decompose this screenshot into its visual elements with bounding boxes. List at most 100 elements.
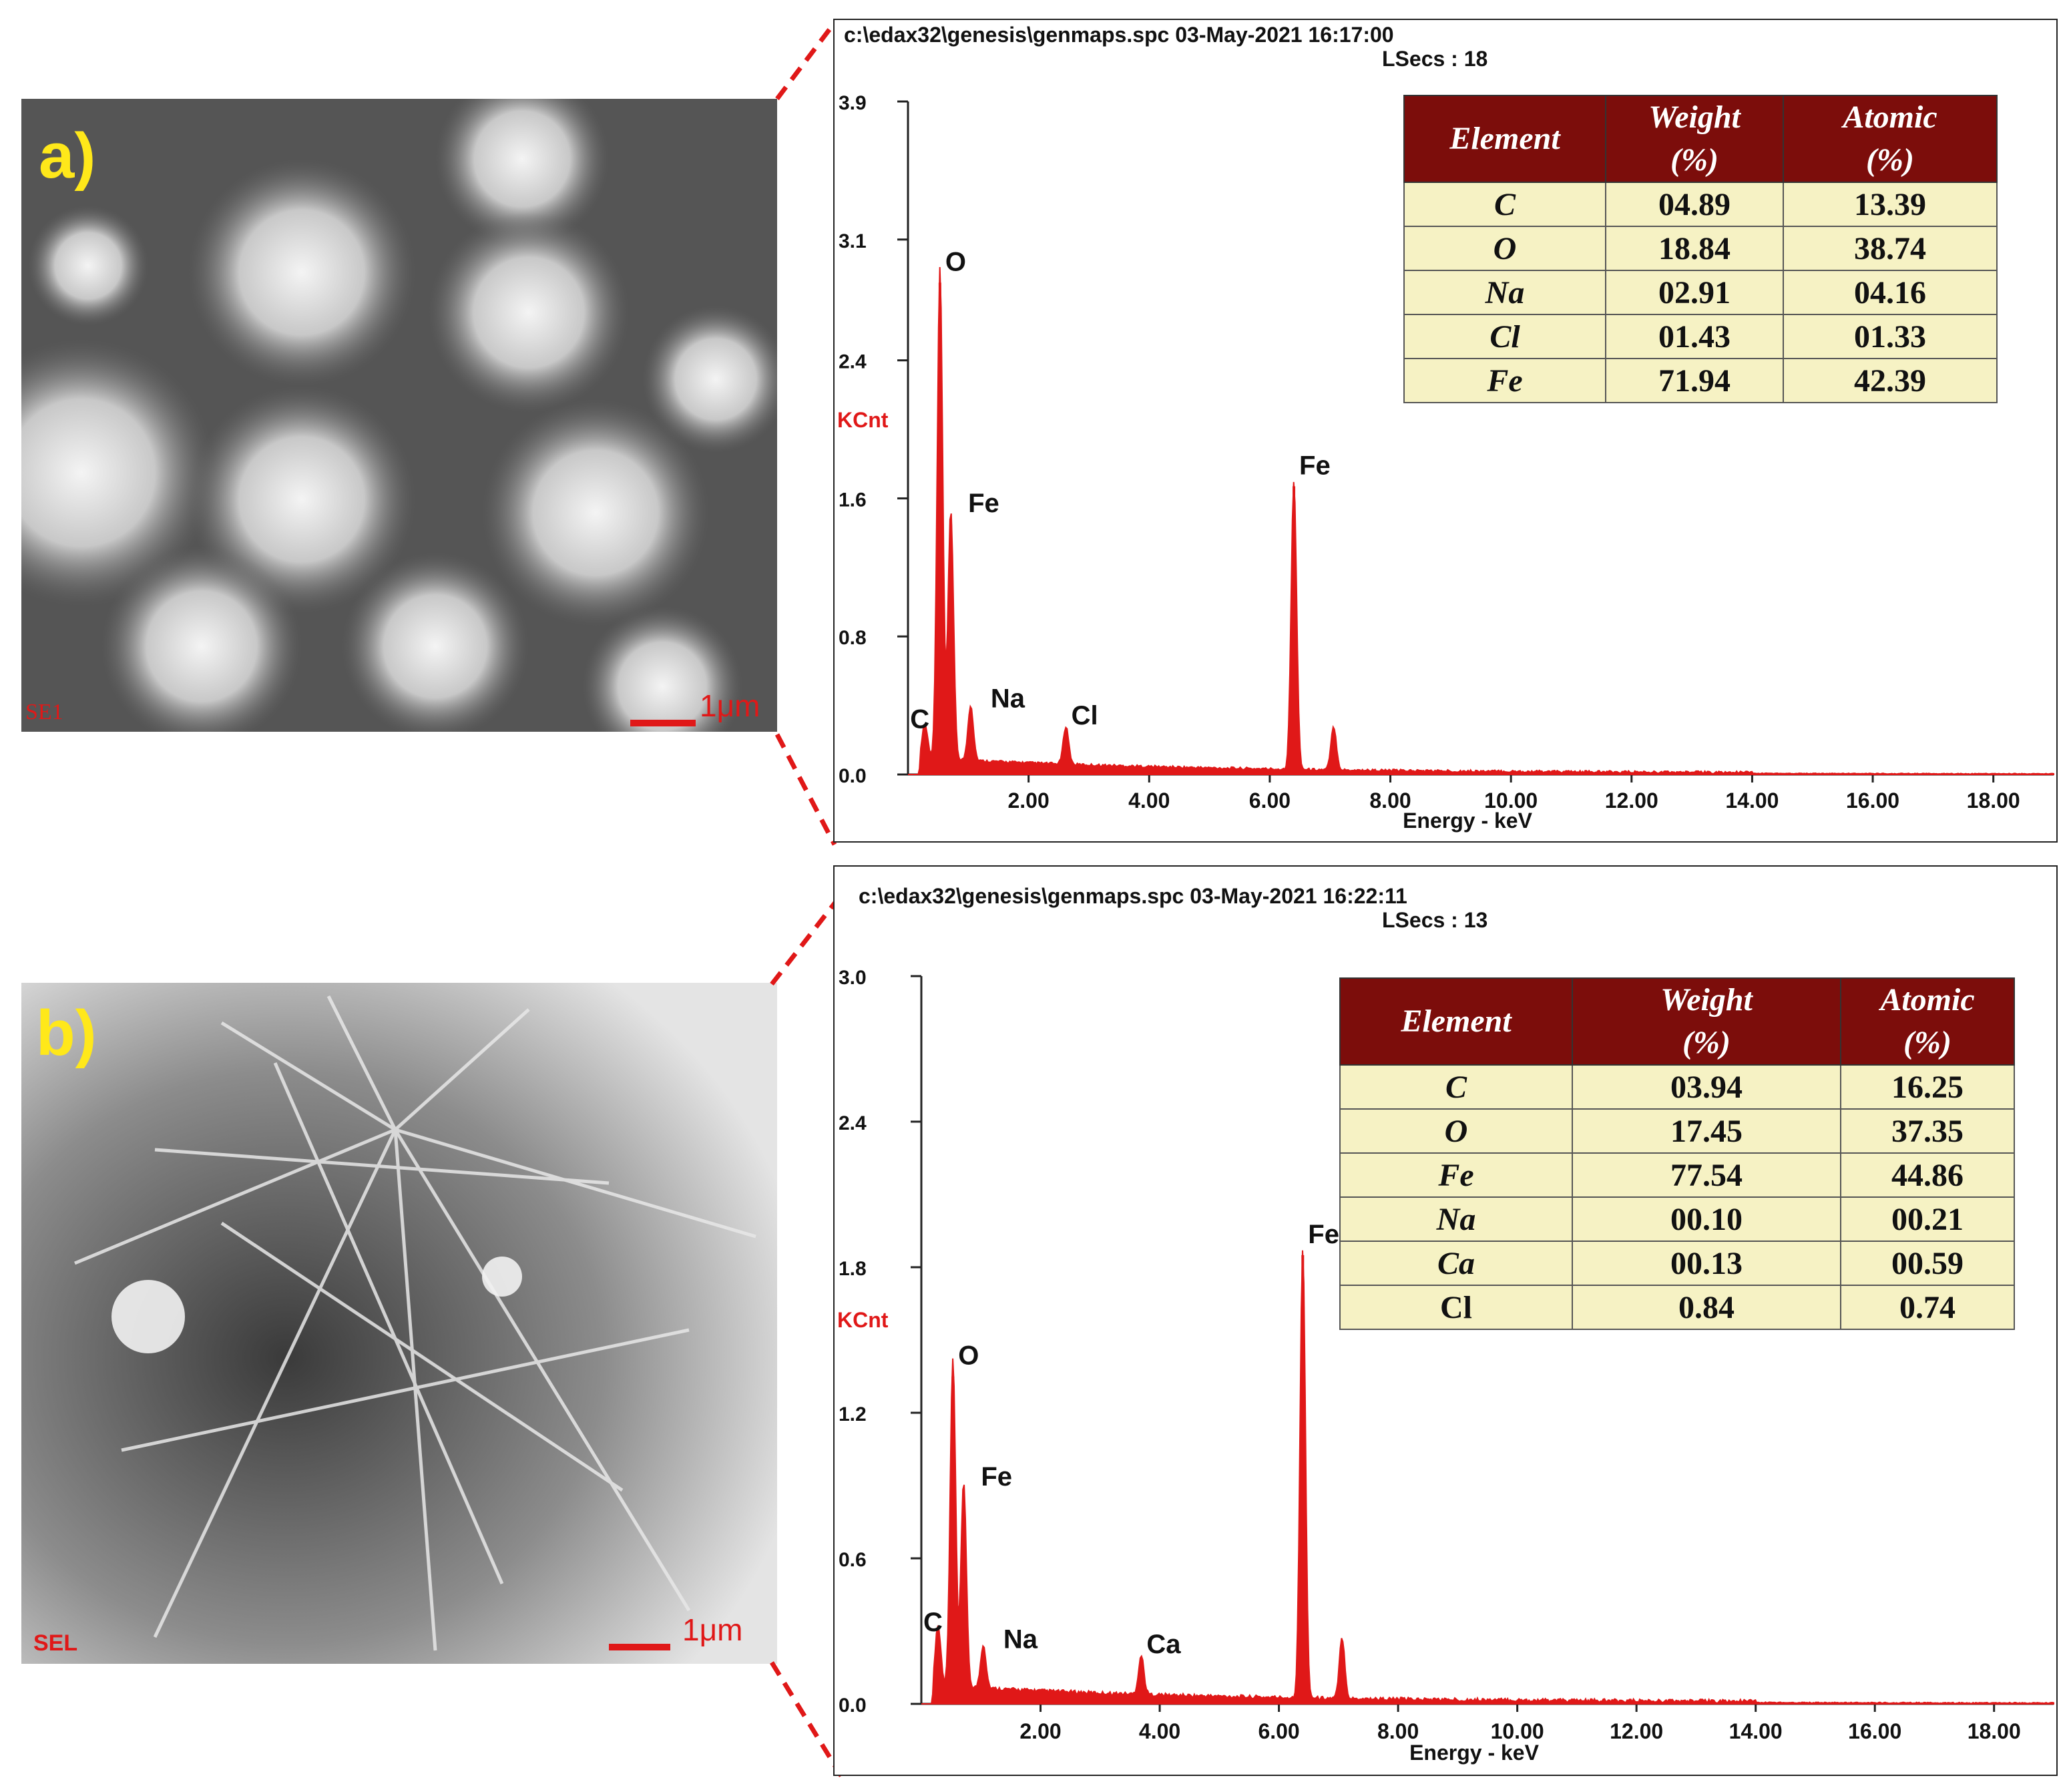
element-cell: Cl bbox=[1339, 1285, 1573, 1330]
atomic-cell: 16.25 bbox=[1840, 1064, 2015, 1110]
y-tick-label: 3.1 bbox=[839, 230, 867, 252]
element-cell: Fe bbox=[1339, 1152, 1573, 1198]
x-tick-label: 4.00 bbox=[1139, 1719, 1180, 1743]
weight-cell: 18.84 bbox=[1605, 226, 1784, 271]
element-cell: Cl bbox=[1403, 314, 1606, 359]
peak-label: O bbox=[945, 247, 966, 276]
sem-image-b: b) SEL 1μm bbox=[21, 983, 777, 1664]
y-tick-label: 3.9 bbox=[839, 92, 867, 114]
x-tick-label: 18.00 bbox=[1968, 1719, 2021, 1743]
eds-spectrum-b: c:\edax32\genesis\genmaps.spc 03-May-202… bbox=[833, 865, 2058, 1776]
atomic-cell: 37.35 bbox=[1840, 1108, 2015, 1154]
table-row: Cl 01.43 01.33 bbox=[1403, 314, 1998, 359]
atomic-cell: 01.33 bbox=[1783, 314, 1998, 359]
x-axis-label: Energy - keV bbox=[1409, 1741, 1540, 1765]
table-row: Cl 0.84 0.74 bbox=[1339, 1285, 2015, 1330]
peak-label: Fe bbox=[1299, 451, 1331, 480]
peak-label: Fe bbox=[981, 1462, 1012, 1492]
element-cell: Na bbox=[1403, 270, 1606, 315]
sem-texture-a bbox=[21, 99, 777, 732]
sem-detector-label-b: SEL bbox=[33, 1630, 78, 1656]
x-tick-label: 14.00 bbox=[1729, 1719, 1783, 1743]
atomic-cell: 38.74 bbox=[1783, 226, 1998, 271]
table-row: Fe 71.94 42.39 bbox=[1403, 358, 1998, 403]
y-tick-label: 0.0 bbox=[839, 765, 867, 787]
table-row: Ca 00.13 00.59 bbox=[1339, 1241, 2015, 1286]
x-axis-label: Energy - keV bbox=[1403, 809, 1533, 833]
weight-cell: 02.91 bbox=[1605, 270, 1784, 315]
peak-label: Na bbox=[1003, 1625, 1038, 1654]
y-tick-label: 2.4 bbox=[839, 1112, 867, 1134]
table-row: C 04.89 13.39 bbox=[1403, 182, 1998, 227]
atomic-cell: 0.74 bbox=[1840, 1285, 2015, 1330]
panel-letter-a: a) bbox=[39, 120, 96, 192]
x-tick-label: 6.00 bbox=[1249, 789, 1291, 813]
table-row: Na 00.10 00.21 bbox=[1339, 1196, 2015, 1242]
composition-table-a: Element Weight (%) Atomic (%) C 04.89 13.39 … bbox=[1403, 95, 1998, 403]
peak-label: Na bbox=[991, 684, 1025, 713]
atomic-cell: 00.59 bbox=[1840, 1241, 2015, 1286]
weight-cell: 00.13 bbox=[1572, 1241, 1841, 1286]
scale-text-b: 1μm bbox=[682, 1612, 743, 1647]
x-tick-label: 8.00 bbox=[1369, 789, 1411, 813]
element-cell: Fe bbox=[1403, 358, 1606, 403]
y-axis-label: KCnt bbox=[837, 1308, 889, 1332]
y-tick-label: 0.0 bbox=[839, 1695, 867, 1717]
weight-cell: 00.10 bbox=[1572, 1196, 1841, 1242]
weight-cell: 01.43 bbox=[1605, 314, 1784, 359]
table-header-element: Element bbox=[1403, 95, 1606, 183]
x-tick-label: 16.00 bbox=[1848, 1719, 1901, 1743]
scale-bar-b bbox=[609, 1644, 670, 1650]
y-tick-label: 0.8 bbox=[839, 627, 867, 649]
composition-table-b: Element Weight (%) Atomic (%) C 03.94 16.25 … bbox=[1339, 977, 2015, 1330]
weight-cell: 77.54 bbox=[1572, 1152, 1841, 1198]
peak-label: Fe bbox=[968, 489, 999, 518]
element-cell: C bbox=[1403, 182, 1606, 227]
y-tick-label: 0.6 bbox=[839, 1549, 867, 1571]
panel-letter-b: b) bbox=[36, 997, 97, 1069]
table-header-weight: Weight (%) bbox=[1605, 95, 1784, 183]
table-header-atomic: Atomic (%) bbox=[1840, 977, 2015, 1066]
y-axis-label: KCnt bbox=[837, 408, 889, 432]
table-row: C 03.94 16.25 bbox=[1339, 1064, 2015, 1110]
peak-label: Fe bbox=[1308, 1220, 1339, 1249]
table-header-row: Element Weight (%) Atomic (%) bbox=[1403, 95, 1998, 183]
element-cell: Ca bbox=[1339, 1241, 1573, 1286]
weight-cell: 71.94 bbox=[1605, 358, 1784, 403]
spectrum-livetime-a: LSecs : 18 bbox=[1382, 47, 1488, 71]
y-tick-label: 1.6 bbox=[839, 489, 867, 511]
y-tick-label: 1.8 bbox=[839, 1258, 867, 1280]
spectrum-header-b: c:\edax32\genesis\genmaps.spc 03-May-202… bbox=[859, 884, 1407, 908]
x-tick-label: 16.00 bbox=[1846, 789, 1899, 813]
table-row: O 18.84 38.74 bbox=[1403, 226, 1998, 271]
table-header-row: Element Weight (%) Atomic (%) bbox=[1339, 977, 2015, 1066]
zoom-lines-b bbox=[770, 893, 843, 1777]
spectrum-series bbox=[921, 1250, 2054, 1705]
sem-texture-b bbox=[21, 983, 777, 1664]
sem-detector-label-a: SE1 bbox=[25, 700, 63, 724]
atomic-cell: 04.16 bbox=[1783, 270, 1998, 315]
weight-cell: 0.84 bbox=[1572, 1285, 1841, 1330]
weight-cell: 17.45 bbox=[1572, 1108, 1841, 1154]
x-tick-label: 4.00 bbox=[1128, 789, 1170, 813]
atomic-cell: 42.39 bbox=[1783, 358, 1998, 403]
x-tick-label: 14.00 bbox=[1725, 789, 1779, 813]
atomic-cell: 00.21 bbox=[1840, 1196, 2015, 1242]
x-tick-label: 12.00 bbox=[1605, 789, 1658, 813]
x-tick-label: 2.00 bbox=[1019, 1719, 1061, 1743]
peak-label: C bbox=[910, 704, 929, 734]
eds-plot-b: 0.0 0.6 1.2 1.8 2.4 3.0 2.00 4.00 6.00 8.00 10.00 1… bbox=[837, 967, 2054, 1765]
table-header-weight: Weight (%) bbox=[1572, 977, 1841, 1066]
eds-plot-a: 0.0 0.8 1.6 2.4 3.1 3.9 2.00 4.00 6.00 8.00 10.00 1… bbox=[837, 92, 2054, 833]
y-tick-label: 1.2 bbox=[839, 1403, 867, 1425]
element-cell: O bbox=[1339, 1108, 1573, 1154]
zoom-lines-a bbox=[774, 21, 837, 846]
x-tick-label: 8.00 bbox=[1377, 1719, 1419, 1743]
peak-label: C bbox=[923, 1608, 943, 1637]
peak-label: Cl bbox=[1072, 701, 1098, 730]
y-tick-label: 2.4 bbox=[839, 351, 867, 373]
table-header-atomic: Atomic (%) bbox=[1783, 95, 1998, 183]
weight-cell: 04.89 bbox=[1605, 182, 1784, 227]
spectrum-header-a: c:\edax32\genesis\genmaps.spc 03-May-202… bbox=[844, 23, 1394, 47]
atomic-cell: 13.39 bbox=[1783, 182, 1998, 227]
